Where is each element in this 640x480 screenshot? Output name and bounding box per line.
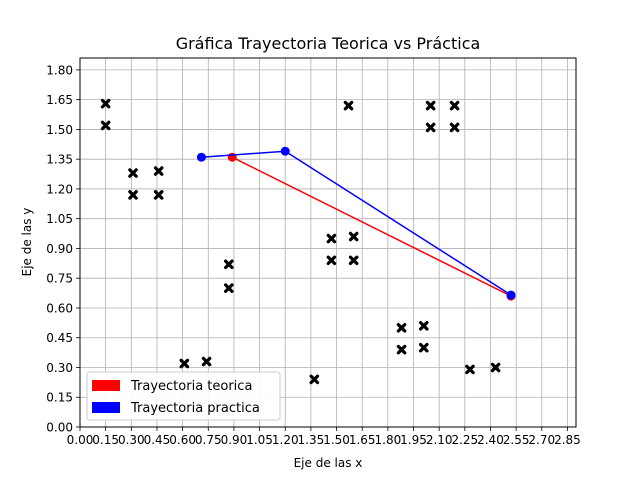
legend-label-teorica: Trayectoria teorica (130, 379, 252, 394)
obstacle-x-marker (100, 98, 111, 109)
y-tick-label: 1.20 (46, 182, 73, 196)
series-point-1 (280, 146, 290, 156)
series-point-1 (196, 152, 206, 162)
y-tick-label: 0.75 (46, 272, 73, 286)
y-tick-label: 0.15 (46, 391, 73, 405)
grid (79, 58, 576, 428)
x-tick-label: 2.70 (528, 433, 555, 447)
legend-swatch-practica (92, 402, 120, 413)
x-tick-label: 1.35 (298, 433, 325, 447)
x-tick-label: 1.20 (272, 433, 299, 447)
obstacle-markers (100, 98, 501, 385)
obstacle-x-marker (425, 100, 436, 111)
obstacle-x-marker (224, 259, 234, 270)
x-tick-label: 2.55 (503, 433, 530, 447)
y-tick-label: 1.35 (46, 153, 73, 167)
y-tick-label: 1.50 (46, 123, 73, 137)
obstacle-x-marker (396, 344, 407, 355)
x-axis-label: Eje de las x (294, 456, 363, 470)
x-tick-label: 2.40 (477, 433, 504, 447)
obstacle-x-marker (100, 120, 111, 131)
y-tick-label: 0.00 (46, 421, 73, 435)
obstacle-x-marker (449, 100, 460, 111)
obstacle-x-marker (153, 190, 164, 200)
obstacle-x-marker (418, 321, 429, 331)
y-axis-label: Eje de las y (20, 208, 34, 277)
obstacle-x-marker (179, 358, 190, 369)
chart-title: Gráfica Trayectoria Teorica vs Práctica (176, 34, 481, 53)
obstacle-x-marker (224, 283, 234, 293)
obstacle-x-marker (490, 362, 501, 373)
y-tick-label: 1.80 (46, 63, 73, 77)
obstacle-x-marker (326, 255, 337, 266)
obstacle-x-marker (128, 168, 138, 178)
x-tick-label: 0.45 (144, 433, 171, 447)
x-tick-label: 2.85 (554, 433, 581, 447)
y-tick-label: 0.45 (46, 331, 73, 345)
legend-swatch-teorica (92, 380, 120, 391)
y-tick-label: 0.30 (46, 361, 73, 375)
y-axis-ticks: 0.00 0.15 0.30 0.45 0.60 0.75 0.90 1.05 1.20 1.35… (46, 63, 80, 435)
x-tick-label: 0.90 (221, 433, 248, 447)
x-tick-label: 2.10 (426, 433, 453, 447)
obstacle-x-marker (425, 122, 436, 133)
series-line-0 (231, 156, 512, 297)
legend-box (86, 371, 281, 421)
x-tick-label: 0.60 (169, 433, 196, 447)
series-layer (196, 146, 516, 301)
y-tick-label: 1.65 (46, 93, 73, 107)
plot-frame (79, 57, 577, 428)
obstacle-x-marker (396, 323, 407, 333)
obstacle-x-marker (326, 233, 337, 244)
obstacle-x-marker (465, 364, 475, 375)
x-tick-label: 2.25 (451, 433, 478, 447)
obstacle-x-marker (309, 374, 320, 385)
obstacle-x-marker (348, 255, 359, 266)
obstacle-x-marker (348, 231, 359, 242)
x-tick-label: 0.00 (67, 433, 94, 447)
x-tick-label: 1.95 (400, 433, 427, 447)
obstacle-x-marker (128, 190, 138, 200)
x-tick-label: 0.15 (92, 433, 119, 447)
obstacle-x-marker (153, 166, 164, 176)
obstacle-x-marker (418, 342, 429, 353)
x-tick-label: 1.65 (349, 433, 376, 447)
legend-label-practica: Trayectoria practica (130, 401, 260, 416)
x-tick-label: 0.75 (195, 433, 222, 447)
y-tick-label: 0.90 (46, 242, 73, 256)
obstacle-x-marker (201, 356, 212, 367)
x-tick-label: 1.80 (375, 433, 402, 447)
x-tick-label: 1.05 (246, 433, 273, 447)
y-tick-label: 0.60 (46, 301, 73, 315)
x-tick-label: 1.50 (323, 433, 350, 447)
x-tick-label: 0.30 (118, 433, 145, 447)
legend: Trayectoria teorica Trayectoria practica (86, 371, 281, 421)
obstacle-x-marker (343, 100, 354, 111)
obstacle-x-marker (449, 122, 460, 133)
y-tick-label: 1.05 (46, 212, 73, 226)
x-axis-ticks: 0.000.150.300.450.600.750.901.051.201.35… (67, 427, 581, 447)
series-point-1 (506, 290, 516, 300)
